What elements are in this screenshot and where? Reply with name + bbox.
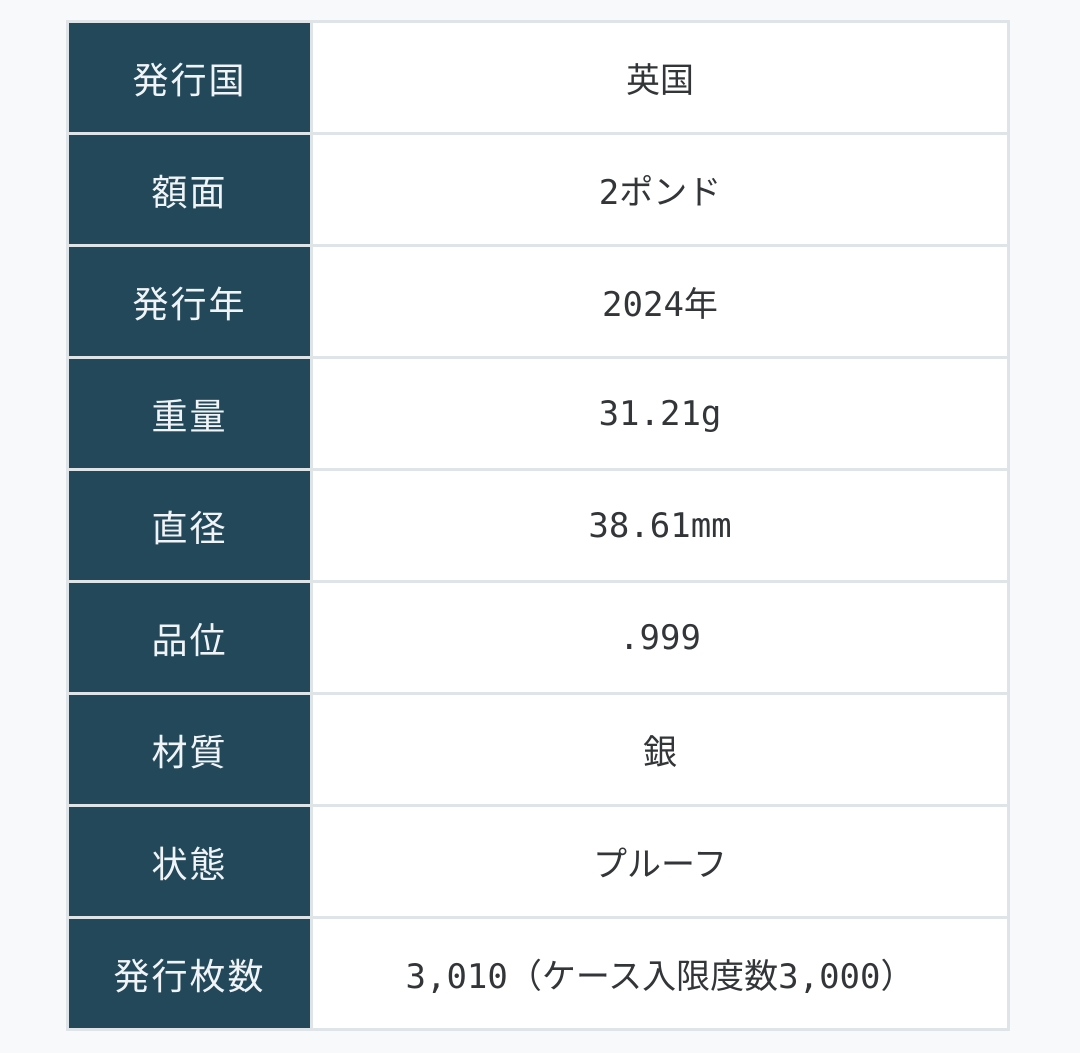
coin-spec-table: 発行国 英国 額面 2ポンド 発行年 2024年 重量 31.21g 直径 38… <box>66 20 1010 1031</box>
table-row: 発行国 英国 <box>69 23 1007 132</box>
spec-row-value: 31.21g <box>313 359 1007 468</box>
table-row: 材質 銀 <box>69 695 1007 804</box>
spec-row-value: 銀 <box>313 695 1007 804</box>
spec-row-value: 2ポンド <box>313 135 1007 244</box>
spec-row-label: 直径 <box>69 471 310 580</box>
spec-row-label: 発行国 <box>69 23 310 132</box>
spec-row-label: 状態 <box>69 807 310 916</box>
spec-row-value: .999 <box>313 583 1007 692</box>
spec-row-label: 額面 <box>69 135 310 244</box>
table-row: 直径 38.61mm <box>69 471 1007 580</box>
table-row: 発行枚数 3,010（ケース入限度数3,000） <box>69 919 1007 1028</box>
spec-row-value: 3,010（ケース入限度数3,000） <box>313 919 1007 1028</box>
spec-row-label: 発行枚数 <box>69 919 310 1028</box>
table-row: 額面 2ポンド <box>69 135 1007 244</box>
table-row: 発行年 2024年 <box>69 247 1007 356</box>
table-row: 状態 プルーフ <box>69 807 1007 916</box>
spec-row-label: 重量 <box>69 359 310 468</box>
spec-row-value: プルーフ <box>313 807 1007 916</box>
spec-row-value: 38.61mm <box>313 471 1007 580</box>
spec-row-value: 英国 <box>313 23 1007 132</box>
table-row: 品位 .999 <box>69 583 1007 692</box>
spec-row-label: 発行年 <box>69 247 310 356</box>
spec-row-value: 2024年 <box>313 247 1007 356</box>
spec-row-label: 品位 <box>69 583 310 692</box>
spec-row-label: 材質 <box>69 695 310 804</box>
coin-spec-table-container: 発行国 英国 額面 2ポンド 発行年 2024年 重量 31.21g 直径 38… <box>66 20 1010 1031</box>
table-row: 重量 31.21g <box>69 359 1007 468</box>
